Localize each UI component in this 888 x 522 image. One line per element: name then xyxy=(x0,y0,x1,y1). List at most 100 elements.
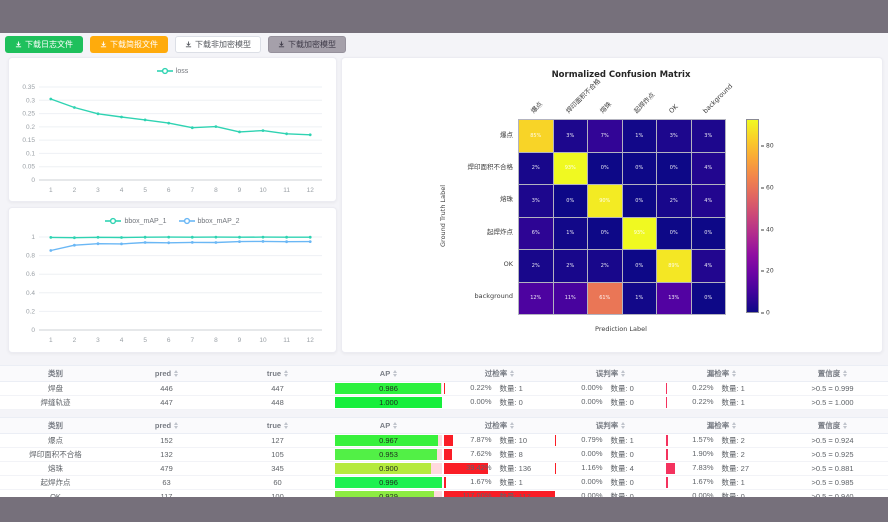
sort-desc-icon[interactable] xyxy=(732,374,737,377)
sort-carets[interactable] xyxy=(284,370,289,377)
cm-cell: 3% xyxy=(553,120,587,152)
cm-cell-value: 1% xyxy=(635,295,644,302)
col-header-label: AP xyxy=(379,421,391,430)
svg-text:0.35: 0.35 xyxy=(22,84,35,91)
sort-desc-icon[interactable] xyxy=(510,374,515,377)
button-label: 下载加密模型 xyxy=(288,39,336,49)
rate-count: 数量: 0 xyxy=(722,491,764,502)
sort-carets[interactable] xyxy=(174,422,179,429)
sort-asc-icon[interactable] xyxy=(621,370,626,373)
col-header-置信度[interactable]: 置信度 xyxy=(777,366,888,381)
download-brief-button[interactable]: 下载简报文件 xyxy=(90,36,168,53)
ap-bar-fill xyxy=(335,449,437,460)
col-header-误判率[interactable]: 误判率 xyxy=(555,366,666,381)
sort-desc-icon[interactable] xyxy=(284,426,289,429)
sort-asc-icon[interactable] xyxy=(732,370,737,373)
cell-pred: 117 xyxy=(111,490,222,503)
legend-item-bbox_mAP_2[interactable]: bbox_mAP_2 xyxy=(178,217,240,225)
cm-cell: 0% xyxy=(691,282,725,314)
cm-cell-value: 89% xyxy=(668,262,680,269)
cm-cell-value: 0% xyxy=(704,230,713,237)
sort-asc-icon[interactable] xyxy=(732,422,737,425)
cell-missdetect-rate: 0.22% 数量: 1 xyxy=(666,396,777,409)
sort-asc-icon[interactable] xyxy=(174,422,179,425)
col-header-过检率[interactable]: 过检率 xyxy=(444,366,555,381)
legend-item-bbox_mAP_1[interactable]: bbox_mAP_1 xyxy=(105,217,167,225)
sort-asc-icon[interactable] xyxy=(621,422,626,425)
sort-desc-icon[interactable] xyxy=(174,374,179,377)
sort-carets[interactable] xyxy=(732,422,737,429)
col-header-true[interactable]: true xyxy=(222,418,333,433)
cm-cell-value: 3% xyxy=(531,197,540,204)
rate-count: 数量: 1 xyxy=(499,478,523,487)
sort-desc-icon[interactable] xyxy=(393,426,398,429)
col-header-过检率[interactable]: 过检率 xyxy=(444,418,555,433)
svg-text:1: 1 xyxy=(31,234,35,241)
map-chart-canvas: 00.20.40.60.811 2 3 4 5 6 7 8 9 10 11 12 xyxy=(26,234,322,344)
svg-text:12: 12 xyxy=(307,187,315,194)
cell-misjudge-rate: 0.00% 数量: 0 xyxy=(555,396,666,409)
col-header-AP[interactable]: AP xyxy=(333,418,444,433)
sort-carets[interactable] xyxy=(393,370,398,377)
cell-missdetect-rate: 1.90% 数量: 2 xyxy=(666,448,777,461)
sort-carets[interactable] xyxy=(393,422,398,429)
sort-carets[interactable] xyxy=(621,370,626,377)
sort-desc-icon[interactable] xyxy=(732,426,737,429)
cm-cell-value: 0% xyxy=(635,197,644,204)
sort-carets[interactable] xyxy=(843,422,848,429)
sort-asc-icon[interactable] xyxy=(843,370,848,373)
rate-text: 0.00% 数量: 0 xyxy=(555,491,666,502)
sort-asc-icon[interactable] xyxy=(284,422,289,425)
col-header-置信度[interactable]: 置信度 xyxy=(777,418,888,433)
col-header-pred[interactable]: pred xyxy=(111,366,222,381)
sort-carets[interactable] xyxy=(732,370,737,377)
sort-desc-icon[interactable] xyxy=(843,374,848,377)
sort-carets[interactable] xyxy=(510,422,515,429)
download-log-button[interactable]: 下载日志文件 xyxy=(5,36,83,53)
rate-count: 数量: 4 xyxy=(610,464,634,473)
svg-text:0.2: 0.2 xyxy=(26,308,35,315)
window-chrome-bottom xyxy=(0,497,888,522)
sort-carets[interactable] xyxy=(174,370,179,377)
cm-column-label: 焊印面积不合格 xyxy=(563,77,602,115)
cell-category: 起焊炸点 xyxy=(40,478,71,487)
sort-asc-icon[interactable] xyxy=(393,422,398,425)
sort-desc-icon[interactable] xyxy=(284,374,289,377)
sort-carets[interactable] xyxy=(284,422,289,429)
download-plain-model-button[interactable]: 下载非加密模型 xyxy=(175,36,261,53)
sort-asc-icon[interactable] xyxy=(284,370,289,373)
sort-desc-icon[interactable] xyxy=(621,426,626,429)
cell-pred: 152 xyxy=(160,436,173,445)
sort-carets[interactable] xyxy=(621,422,626,429)
cm-cell: 2% xyxy=(553,250,587,282)
col-header-误判率[interactable]: 误判率 xyxy=(555,418,666,433)
col-header-漏检率[interactable]: 漏检率 xyxy=(666,418,777,433)
sort-asc-icon[interactable] xyxy=(843,422,848,425)
sort-asc-icon[interactable] xyxy=(510,370,515,373)
sort-desc-icon[interactable] xyxy=(393,374,398,377)
cell-overdetect-rate: 1.67% 数量: 1 xyxy=(444,476,555,489)
cell-category: 爆点 xyxy=(48,436,63,445)
col-header-AP[interactable]: AP xyxy=(333,366,444,381)
sort-asc-icon[interactable] xyxy=(393,370,398,373)
sort-desc-icon[interactable] xyxy=(174,426,179,429)
rate-count: 数量: 10 xyxy=(499,436,528,445)
sort-carets[interactable] xyxy=(510,370,515,377)
rate-value: 39.42% xyxy=(466,463,492,472)
colorbar-tick: 60 xyxy=(761,184,774,191)
ap-value: 0.900 xyxy=(379,464,398,473)
col-header-true[interactable]: true xyxy=(222,366,333,381)
sort-asc-icon[interactable] xyxy=(510,422,515,425)
col-header-pred[interactable]: pred xyxy=(111,418,222,433)
sort-asc-icon[interactable] xyxy=(174,370,179,373)
sort-carets[interactable] xyxy=(843,370,848,377)
download-encrypted-model-button[interactable]: 下载加密模型 xyxy=(268,36,346,53)
svg-text:5: 5 xyxy=(143,187,147,194)
sort-desc-icon[interactable] xyxy=(621,374,626,377)
sort-desc-icon[interactable] xyxy=(510,426,515,429)
sort-desc-icon[interactable] xyxy=(843,426,848,429)
col-header-漏检率[interactable]: 漏检率 xyxy=(666,366,777,381)
confusion-matrix-title: Normalized Confusion Matrix xyxy=(551,70,691,80)
ap-value: 0.996 xyxy=(379,478,398,487)
legend-item-loss[interactable]: loss xyxy=(156,67,188,75)
